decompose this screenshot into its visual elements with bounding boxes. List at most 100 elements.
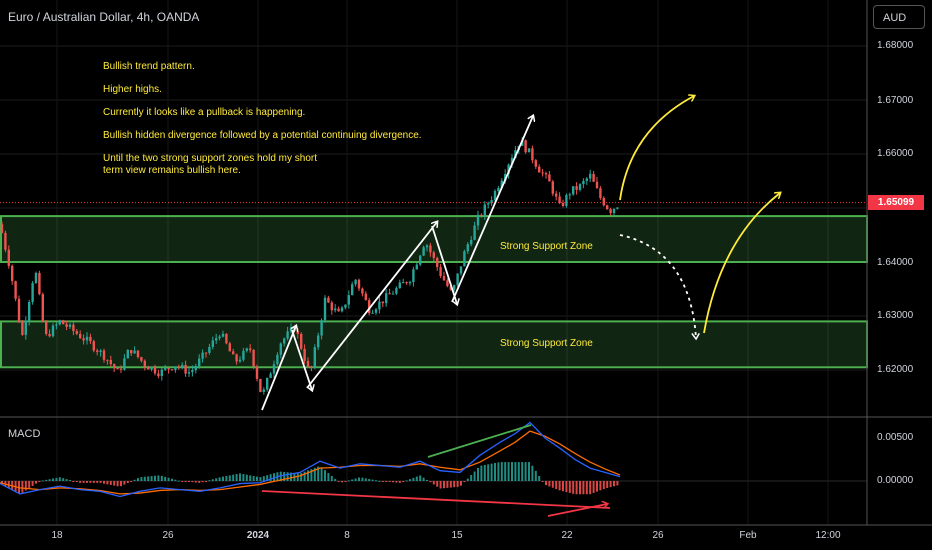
candle-body bbox=[184, 364, 187, 374]
macd-histogram-bar bbox=[466, 478, 469, 481]
candle-body bbox=[208, 346, 211, 353]
candle-body bbox=[286, 331, 289, 339]
candle-body bbox=[279, 343, 282, 355]
candle-body bbox=[595, 181, 599, 189]
macd-histogram-bar bbox=[41, 480, 44, 482]
candle-body bbox=[92, 341, 95, 351]
candle-body bbox=[187, 372, 191, 374]
macd-histogram-bar bbox=[324, 470, 326, 481]
candle-body bbox=[436, 257, 439, 268]
macd-histogram-bar bbox=[310, 469, 313, 481]
candle-body bbox=[439, 267, 442, 276]
candle-body bbox=[340, 307, 344, 312]
candle-body bbox=[14, 281, 17, 299]
candle-body bbox=[245, 348, 248, 351]
candle-body bbox=[96, 350, 99, 352]
x-tick-label: 22 bbox=[561, 530, 573, 541]
candle-body bbox=[65, 324, 68, 327]
macd-histogram-bar bbox=[568, 481, 571, 493]
macd-histogram-bar bbox=[283, 471, 286, 481]
support-zone-label: Strong Support Zone bbox=[500, 241, 593, 252]
candle-body bbox=[276, 354, 279, 365]
macd-histogram-bar bbox=[354, 478, 357, 481]
candle-body bbox=[102, 350, 106, 360]
macd-histogram-bar bbox=[239, 473, 241, 481]
macd-histogram-bar bbox=[538, 476, 541, 481]
candle-body bbox=[79, 333, 82, 339]
macd-histogram-bar bbox=[21, 481, 24, 493]
candle-body bbox=[218, 336, 221, 339]
candle-body bbox=[599, 188, 602, 199]
candle-body bbox=[242, 350, 245, 360]
macd-histogram-bar bbox=[174, 479, 177, 481]
candle-body bbox=[21, 322, 24, 335]
macd-histogram-bar bbox=[473, 471, 476, 481]
candle-body bbox=[425, 245, 429, 248]
candle-body bbox=[429, 245, 432, 253]
currency-button[interactable]: AUD bbox=[873, 5, 925, 29]
wave-arrow bbox=[291, 329, 312, 390]
candle-body bbox=[371, 312, 374, 314]
candle-body bbox=[41, 294, 44, 322]
note-line: Bullish hidden divergence followed by a … bbox=[103, 130, 422, 141]
macd-histogram-bar bbox=[228, 475, 231, 481]
candle-body bbox=[235, 354, 238, 362]
macd-histogram-bar bbox=[599, 481, 602, 491]
macd-histogram-bar bbox=[602, 481, 605, 490]
macd-histogram-bar bbox=[35, 481, 37, 484]
macd-histogram-bar bbox=[388, 481, 391, 482]
macd-histogram-bar bbox=[358, 477, 360, 481]
macd-histogram-bar bbox=[177, 480, 180, 482]
candle-body bbox=[347, 295, 350, 305]
macd-histogram-bar bbox=[443, 481, 445, 489]
macd-histogram-bar bbox=[252, 476, 255, 481]
support-zone bbox=[0, 320, 868, 369]
candle-body bbox=[323, 297, 327, 321]
macd-histogram-bar bbox=[582, 481, 585, 495]
candle-body bbox=[330, 302, 333, 311]
candle-body bbox=[133, 350, 136, 354]
macd-histogram-bar bbox=[106, 481, 109, 485]
candle-body bbox=[89, 336, 92, 342]
macd-histogram-bar bbox=[511, 462, 513, 481]
candle-body bbox=[602, 198, 605, 206]
macd-histogram-bar bbox=[480, 465, 483, 481]
x-tick-label: 8 bbox=[344, 530, 350, 541]
wave-arrow bbox=[306, 222, 437, 389]
y-tick-label: 1.68000 bbox=[877, 40, 914, 51]
candle-body bbox=[45, 321, 48, 334]
candle-body bbox=[432, 252, 435, 258]
candle-body bbox=[272, 364, 276, 374]
candle-body bbox=[143, 360, 146, 367]
candles-layer[interactable] bbox=[0, 137, 867, 395]
macd-histogram-bar bbox=[398, 481, 401, 483]
candle-body bbox=[582, 180, 585, 185]
candle-body bbox=[616, 207, 619, 209]
macd-histogram-bar bbox=[191, 481, 194, 483]
candle-body bbox=[269, 373, 272, 378]
candle-body bbox=[334, 308, 337, 311]
macd-histogram-bar bbox=[245, 474, 248, 481]
macd-histogram-bar bbox=[296, 473, 299, 481]
candle-body bbox=[160, 369, 163, 377]
candle-body bbox=[140, 357, 143, 361]
macd-y-tick-label: 0.00000 bbox=[877, 475, 914, 486]
candle-body bbox=[204, 352, 208, 354]
candle-body bbox=[320, 320, 323, 336]
macd-histogram-bar bbox=[347, 480, 350, 482]
x-tick-label: 18 bbox=[51, 530, 63, 541]
macd-histogram-bar bbox=[378, 480, 381, 482]
candle-body bbox=[55, 324, 58, 326]
y-tick-label: 1.63000 bbox=[877, 310, 914, 321]
candle-body bbox=[113, 364, 116, 369]
macd-histogram-bar bbox=[585, 481, 588, 495]
macd-histogram-bar bbox=[143, 476, 146, 481]
macd-histogram-bar bbox=[432, 481, 435, 485]
macd-histogram-bar bbox=[82, 481, 85, 483]
y-tick-label: 1.62000 bbox=[877, 364, 914, 375]
candle-body bbox=[612, 208, 616, 214]
macd-histogram-bar bbox=[551, 481, 554, 488]
macd-histogram-bar bbox=[341, 481, 343, 483]
macd-histogram-bar bbox=[157, 475, 160, 481]
